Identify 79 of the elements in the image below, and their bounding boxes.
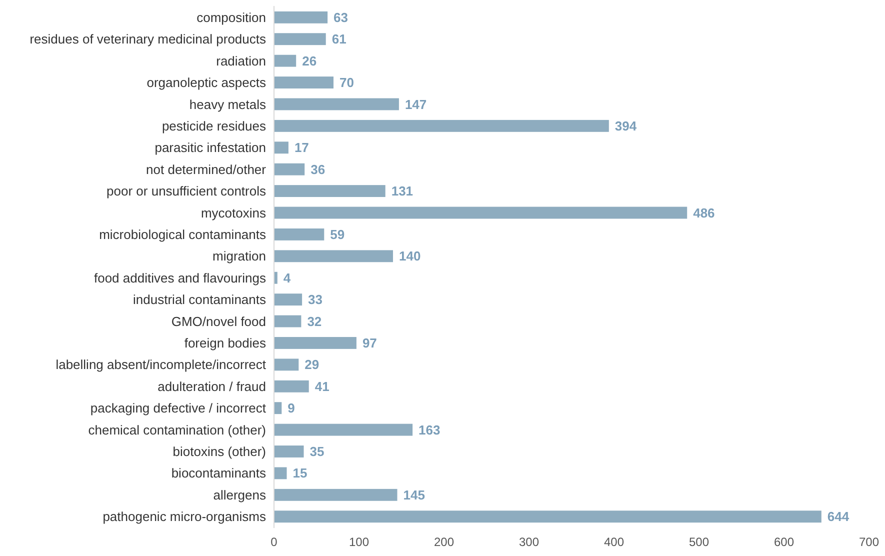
data-label: 140 [399, 248, 421, 264]
x-tick-label: 700 [858, 535, 880, 549]
y-tick-label: organoleptic aspects [146, 75, 266, 90]
x-tick-label: 300 [518, 535, 540, 549]
y-tick-label: not determined/other [146, 162, 267, 177]
y-tick-label: packaging defective / incorrect [90, 400, 266, 416]
bar [274, 120, 609, 132]
bar [274, 446, 304, 458]
data-label: 32 [307, 314, 322, 329]
bar [274, 380, 309, 392]
y-tick-label: biocontaminants [171, 466, 266, 481]
data-label: 163 [418, 422, 440, 438]
x-tick-label: 500 [688, 535, 710, 549]
data-label: 29 [304, 357, 320, 372]
y-tick-label: labelling absent/incomplete/incorrect [56, 357, 266, 372]
data-label: 15 [292, 466, 308, 481]
y-tick-label: mycotoxins [200, 205, 266, 220]
y-tick-label: food additives and flavourings [94, 270, 266, 286]
bar [274, 510, 822, 523]
bar [274, 11, 328, 24]
bar [274, 98, 399, 110]
data-label: 9 [288, 400, 295, 416]
y-tick-label: composition [196, 10, 266, 25]
bar [274, 315, 302, 328]
bar [274, 163, 305, 176]
data-label: 41 [314, 378, 330, 394]
y-tick-label: residues of veterinary medicinal products [30, 32, 266, 47]
data-label: 147 [404, 96, 427, 112]
data-label: 63 [334, 10, 348, 25]
data-label: 131 [391, 184, 414, 199]
y-tick-label: GMO/novel food [171, 314, 266, 329]
bar [274, 337, 356, 349]
y-tick-label: biotoxins (other) [172, 444, 266, 460]
bar [274, 358, 299, 371]
bar [274, 488, 398, 501]
bar [274, 467, 287, 480]
data-label: 4 [283, 270, 292, 286]
y-tick-label: heavy metals [189, 96, 266, 112]
data-label: 35 [310, 444, 324, 460]
bar [274, 185, 386, 197]
y-tick-label: poor or unsufficient controls [106, 184, 266, 199]
data-label: 59 [330, 226, 345, 242]
y-tick-label: allergens [213, 487, 266, 502]
bar [274, 76, 334, 88]
bar [274, 142, 288, 154]
data-label: 61 [332, 32, 346, 47]
data-label: 486 [693, 205, 715, 220]
x-tick-label: 400 [604, 535, 624, 549]
y-tick-label: industrial contaminants [133, 292, 266, 308]
bar [274, 402, 282, 414]
bar [274, 206, 688, 219]
data-label: 26 [302, 53, 317, 68]
y-tick-label: migration [212, 248, 266, 264]
bar [274, 250, 393, 262]
y-tick-label: foreign bodies [184, 336, 266, 351]
x-tick-label: 100 [348, 535, 370, 549]
data-label: 17 [294, 140, 309, 156]
x-tick-label: 0 [270, 535, 278, 549]
data-label: 97 [362, 336, 377, 351]
bar [274, 294, 302, 306]
bar [274, 424, 413, 436]
y-tick-label: chemical contamination (other) [88, 422, 266, 438]
y-tick-label: microbiological contaminants [99, 226, 266, 242]
data-label: 33 [308, 292, 323, 308]
y-tick-label: adulteration / fraud [158, 378, 266, 394]
x-tick-label: 200 [434, 535, 454, 549]
y-tick-label: parasitic infestation [154, 140, 266, 156]
y-tick-label: radiation [216, 53, 266, 68]
data-label: 145 [403, 487, 425, 502]
data-label: 70 [340, 75, 354, 90]
y-tick-label: pesticide residues [162, 118, 266, 134]
data-label: 36 [310, 162, 326, 177]
bar [274, 228, 324, 240]
data-label: 394 [614, 118, 638, 134]
bar [274, 33, 326, 46]
y-tick-label: pathogenic micro-organisms [102, 509, 266, 524]
data-label: 644 [827, 509, 850, 524]
bar [274, 54, 296, 67]
x-tick-label: 600 [774, 535, 794, 549]
